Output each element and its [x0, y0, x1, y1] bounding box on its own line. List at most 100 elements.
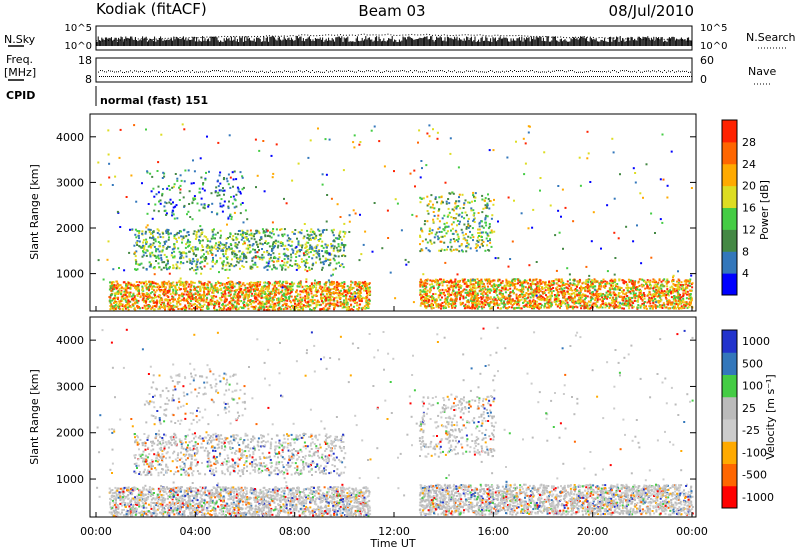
freq-point: [517, 76, 518, 77]
freq-point: [107, 76, 108, 77]
freq-point: [605, 76, 606, 77]
power-cell: [578, 294, 581, 297]
power-cell: [582, 301, 585, 304]
power-cell: [289, 292, 292, 295]
power-cell: [205, 300, 208, 303]
freq-point: [307, 76, 308, 77]
power-cell: [471, 305, 474, 308]
power-cell: [684, 303, 687, 306]
power-cell: [297, 304, 300, 307]
power-cell: [313, 282, 316, 285]
power-cell: [629, 300, 632, 303]
power-cell: [285, 293, 288, 296]
power-cell: [150, 296, 153, 299]
power-cell: [210, 303, 213, 305]
power-cell: [292, 299, 295, 302]
power-cell: [113, 288, 116, 291]
power-cell: [310, 300, 313, 303]
freq-point: [271, 76, 272, 77]
power-cell: [273, 291, 276, 294]
power-cell: [333, 297, 336, 300]
power-cell: [322, 302, 325, 305]
power-cell: [592, 286, 595, 289]
freq-point: [601, 76, 602, 77]
freq-point: [521, 76, 522, 77]
power-cell: [482, 303, 485, 306]
power-cell: [258, 284, 261, 287]
power-cell: [274, 293, 276, 296]
power-cell: [302, 296, 305, 299]
power-cell: [157, 307, 160, 310]
power-cell: [167, 296, 170, 298]
power-cell: [330, 292, 333, 295]
nave-point: [584, 71, 585, 73]
power-cell: [481, 285, 484, 288]
power-cell: [471, 286, 474, 289]
power-cell: [123, 297, 126, 300]
power-cell: [594, 299, 597, 302]
power-cell: [494, 289, 497, 292]
power-cell: [195, 289, 198, 292]
power-cell: [259, 302, 262, 305]
power-cell: [135, 298, 138, 301]
power-cell: [437, 294, 440, 297]
power-cell: [626, 289, 629, 292]
freq-point: [541, 76, 542, 77]
power-cell: [127, 281, 130, 284]
power-cell: [529, 283, 532, 285]
power-cell: [200, 305, 203, 307]
power-cell: [460, 292, 462, 295]
power-cell: [536, 303, 538, 306]
power-cell: [484, 278, 486, 281]
power-cell: [513, 287, 516, 290]
power-cell: [517, 301, 520, 304]
power-cell: [546, 301, 549, 304]
power-cell: [182, 293, 185, 296]
freq-point: [277, 76, 278, 77]
power-cell: [183, 286, 186, 289]
power-cell: [283, 302, 286, 305]
nave-point: [642, 71, 643, 73]
power-cell: [116, 290, 119, 293]
power-cell: [599, 292, 602, 295]
power-cell: [273, 295, 276, 298]
nave-point: [176, 71, 177, 73]
power-cell: [690, 297, 693, 300]
nave-point: [114, 71, 115, 73]
power-cell: [331, 295, 334, 298]
freq-point: [681, 76, 682, 77]
power-cell: [427, 300, 430, 303]
freq-point: [607, 76, 608, 77]
power-cell: [179, 299, 182, 302]
freq-point: [555, 76, 556, 77]
power-cell: [366, 284, 369, 287]
freq-point: [187, 76, 188, 77]
power-cell: [606, 282, 608, 285]
power-cell: [624, 297, 627, 300]
power-cell: [299, 306, 302, 309]
power-cell: [209, 298, 212, 301]
power-cell: [130, 283, 133, 286]
power-cell: [357, 297, 360, 300]
power-cell: [521, 283, 524, 286]
power-cell: [255, 296, 258, 299]
power-cell: [334, 288, 337, 291]
power-cell: [356, 296, 359, 298]
nave-point: [160, 70, 161, 72]
freq-point: [633, 76, 634, 77]
power-cell: [203, 290, 205, 293]
power-cell: [469, 290, 472, 293]
power-cell: [517, 298, 520, 301]
nsky-tick-top: 10^5: [65, 23, 92, 34]
power-cell: [299, 297, 302, 300]
freq-unit-label: [MHz]: [4, 66, 36, 79]
nave-point: [414, 70, 415, 72]
power-cell: [638, 278, 641, 281]
power-cell: [596, 299, 599, 302]
power-cell: [197, 285, 199, 288]
power-cell: [474, 307, 477, 310]
nave-point: [640, 71, 641, 73]
power-cell: [110, 303, 113, 306]
power-cell: [465, 281, 468, 284]
power-cell: [210, 283, 213, 286]
